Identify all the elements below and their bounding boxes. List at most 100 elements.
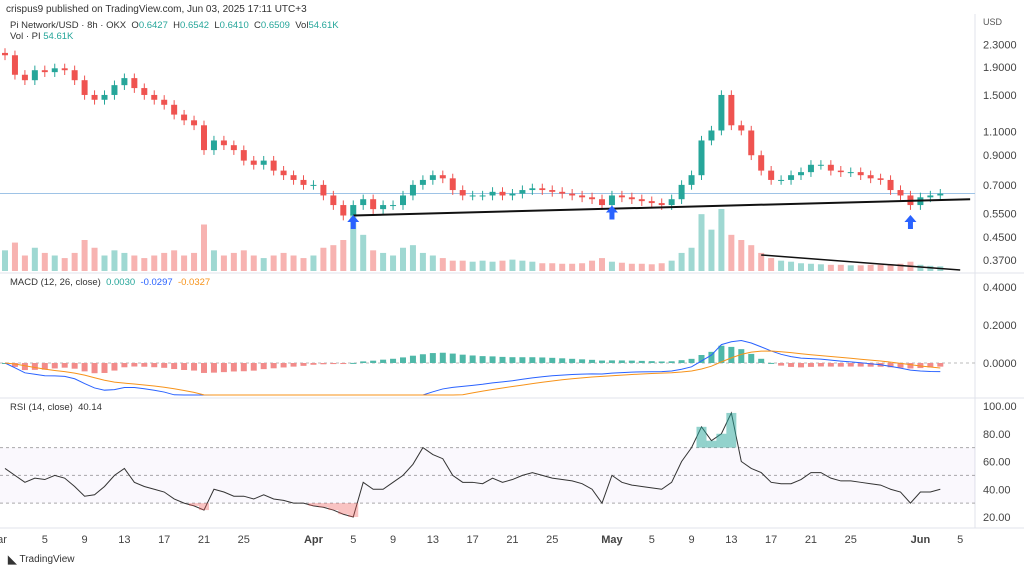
candle-body: [618, 195, 625, 198]
candle: [798, 167, 804, 181]
price-tick-label: 0.4500: [983, 232, 1017, 244]
macd-histogram-bar: [927, 363, 934, 368]
candle-body: [897, 190, 904, 196]
volume-bar: [887, 264, 894, 271]
date-tick-label: 21: [198, 534, 210, 546]
macd-histogram-bar: [509, 357, 516, 363]
candle: [320, 180, 327, 201]
candle: [857, 167, 864, 181]
candle: [220, 135, 227, 151]
macd-histogram-bar: [171, 363, 178, 370]
macd-histogram-bar: [429, 353, 436, 363]
candle: [21, 70, 28, 86]
volume-bar: [678, 252, 685, 271]
macd-histogram-bar: [758, 358, 765, 363]
date-tick-label: 21: [805, 534, 817, 546]
candle: [439, 170, 446, 184]
volume-bar: [340, 240, 347, 271]
candle: [449, 173, 456, 195]
volume-bar: [71, 252, 78, 271]
volume-bar: [728, 234, 735, 271]
volume-bar: [459, 260, 466, 271]
candle: [111, 80, 118, 100]
candle: [618, 190, 625, 203]
macd-histogram-bar: [718, 345, 725, 363]
macd-histogram-bar: [529, 357, 536, 363]
volume-bar: [141, 258, 148, 271]
macd-hist-value: 0.0030: [106, 277, 136, 288]
candle-body: [738, 125, 745, 131]
publisher-info: crispus9 published on TradingView.com, J…: [6, 4, 307, 15]
candle: [161, 95, 168, 110]
candle: [708, 125, 715, 146]
date-tick-label: Apr: [304, 534, 324, 546]
macd-histogram-bar: [330, 363, 337, 365]
macd-histogram-bar: [81, 363, 88, 372]
price-tick-label: 1.5000: [983, 90, 1017, 102]
candle: [31, 65, 38, 86]
price-tick-label: 0.7000: [983, 180, 1017, 192]
volume-bar: [778, 260, 785, 271]
volume-bar: [220, 255, 227, 271]
volume-trendline: [761, 254, 961, 271]
candle-body: [857, 172, 864, 176]
volume-bar: [290, 255, 297, 271]
candle-body: [798, 172, 804, 176]
macd-histogram-bar: [71, 363, 78, 369]
candle: [698, 135, 705, 181]
candle-body: [21, 74, 28, 81]
candle: [260, 155, 267, 170]
candle: [648, 196, 655, 208]
open-label: O: [131, 20, 139, 31]
macd-histogram-bar: [240, 363, 247, 372]
candle-body: [569, 193, 576, 196]
candle-body: [469, 195, 476, 197]
candle: [539, 183, 546, 195]
date-tick-label: 13: [725, 534, 737, 546]
candle-body: [201, 125, 207, 151]
macd-histogram-bar: [559, 358, 566, 363]
candle-body: [61, 68, 68, 71]
candle: [817, 160, 824, 170]
date-tick-label: Jun: [911, 534, 931, 546]
macd-histogram-bar: [479, 356, 486, 363]
macd-histogram-bar: [449, 353, 456, 363]
volume-bar: [748, 245, 755, 271]
date-tick-label: 13: [427, 534, 439, 546]
macd-histogram-bar: [21, 363, 28, 371]
candle: [788, 170, 795, 185]
date-tick-label: 9: [82, 534, 88, 546]
macd-legend: MACD (12, 26, close) 0.0030 -0.0297 -0.0…: [10, 277, 210, 288]
close-label: C: [254, 20, 261, 31]
price-tick-label: 2.3000: [983, 40, 1017, 52]
candle: [807, 160, 814, 177]
candle-body: [559, 191, 566, 194]
candle: [748, 125, 755, 161]
volume-bar: [628, 263, 635, 271]
macd-histogram-bar: [290, 363, 297, 367]
candle: [509, 189, 516, 201]
macd-histogram-bar: [748, 353, 755, 363]
candle-body: [589, 197, 596, 200]
volume-bar: [569, 263, 576, 271]
volume-bar: [529, 261, 536, 271]
candle-body: [758, 155, 765, 171]
candle-body: [678, 184, 685, 200]
macd-histogram-bar: [61, 363, 68, 368]
candle-body: [121, 78, 128, 86]
candle-body: [131, 78, 138, 89]
candle: [897, 185, 904, 201]
candle-body: [270, 160, 277, 171]
macd-histogram-bar: [310, 363, 317, 365]
candle: [280, 165, 287, 181]
candle-body: [479, 195, 486, 197]
rsi-overbought-fill: [716, 433, 727, 448]
macd-histogram-bar: [728, 346, 735, 363]
candle: [141, 83, 148, 100]
candle-body: [320, 184, 327, 196]
volume-bar: [479, 260, 486, 271]
candle: [867, 170, 874, 184]
macd-histogram-bar: [250, 363, 257, 371]
macd-histogram-bar: [589, 359, 596, 363]
